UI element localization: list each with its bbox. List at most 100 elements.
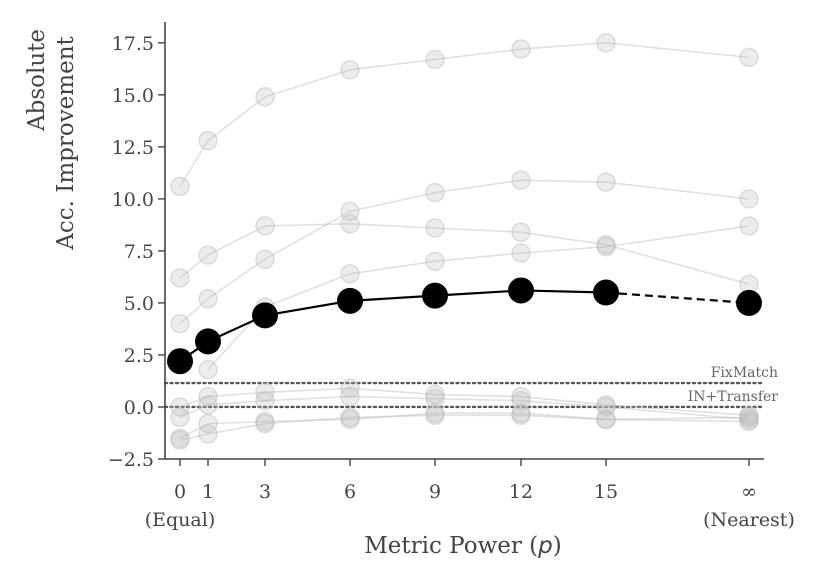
background-point-0-1 <box>198 130 218 151</box>
background-point-6-3 <box>340 407 360 428</box>
y-axis-label-line2: Acc. Improvement <box>53 35 79 250</box>
background-point-0-6 <box>596 33 616 53</box>
background-point-4-3 <box>340 378 360 398</box>
x-tick-label-3: 6 <box>344 481 356 503</box>
background-point-7-0 <box>170 428 190 448</box>
background-point-0-4 <box>425 49 445 70</box>
background-point-1-2 <box>255 216 275 236</box>
background-point-1-6 <box>596 234 616 255</box>
background-point-1-3 <box>340 214 360 234</box>
background-point-6-7 <box>739 407 759 428</box>
background-point-1-1 <box>198 245 218 265</box>
y-tick-label-8: 17.5 <box>112 33 154 55</box>
x-ticks: 0 (Equal) 1 3 6 9 12 15 ∞ (Nearest) <box>145 459 795 531</box>
background-point-3-2 <box>340 264 360 284</box>
background-point-2-7 <box>739 189 759 209</box>
reference-lines: FixMatch IN+Transfer <box>163 365 778 409</box>
main-series-line <box>179 289 607 363</box>
background-point-1-4 <box>425 218 445 238</box>
background-point-6-0 <box>170 430 190 451</box>
background-point-0-3 <box>340 60 360 80</box>
background-point-2-4 <box>425 182 445 203</box>
background-point-4-4 <box>425 384 445 405</box>
background-point-3-6 <box>739 216 759 236</box>
background-point-1-5 <box>511 222 531 242</box>
background-series-line-0 <box>179 42 750 187</box>
background-series <box>170 33 759 451</box>
background-point-4-7 <box>739 405 759 426</box>
background-series-line-2 <box>179 179 750 325</box>
main-point-4 <box>422 282 448 309</box>
x-tick-sublabel-0: (Equal) <box>145 509 216 531</box>
x-axis-label-start: Metric Power ( <box>364 533 538 559</box>
x-axis-label-var: p <box>537 533 553 559</box>
background-point-4-5 <box>511 386 531 407</box>
background-point-2-6 <box>596 172 616 192</box>
main-series-dashed-segment <box>605 291 750 305</box>
background-point-2-3 <box>340 201 360 222</box>
y-tick-label-4: 7.5 <box>124 241 154 263</box>
background-point-6-2 <box>255 413 275 434</box>
x-axis-label-end: ) <box>553 533 562 559</box>
background-point-6-6 <box>596 409 616 430</box>
background-point-0-2 <box>255 87 275 107</box>
background-point-3-0 <box>198 359 218 380</box>
background-point-5-0 <box>170 407 190 428</box>
background-point-4-2 <box>255 382 275 403</box>
background-point-5-1 <box>198 395 218 415</box>
x-tick-label-1: 1 <box>202 481 214 503</box>
main-point-7 <box>736 289 762 316</box>
main-point-2 <box>252 302 278 329</box>
y-ticks: −2.5 0.0 2.5 5.0 7.5 10.0 12.5 15.0 17.5 <box>108 33 165 471</box>
background-point-7-1 <box>198 413 218 434</box>
background-series-line-4 <box>179 387 750 417</box>
background-point-7-2 <box>255 411 275 432</box>
background-point-0-0 <box>170 176 190 197</box>
x-tick-label-7: ∞ <box>741 481 757 503</box>
background-point-7-5 <box>511 403 531 423</box>
background-point-3-4 <box>511 243 531 263</box>
background-point-7-7 <box>739 411 759 432</box>
background-series-line-6 <box>179 414 750 442</box>
main-point-5 <box>508 277 534 304</box>
y-tick-label-1: 0.0 <box>124 397 154 419</box>
y-tick-label-3: 5.0 <box>124 293 154 315</box>
background-point-2-5 <box>511 170 531 190</box>
y-tick-label-0: −2.5 <box>108 449 154 471</box>
background-point-4-1 <box>198 386 218 407</box>
reference-line-label-0: FixMatch <box>711 365 778 381</box>
main-point-3 <box>337 287 363 314</box>
x-tick-label-4: 9 <box>429 481 441 503</box>
background-point-5-3 <box>340 386 360 407</box>
background-point-0-5 <box>511 39 531 59</box>
x-axis-label: Metric Power (p) <box>364 533 562 559</box>
background-point-6-1 <box>198 424 218 444</box>
main-series <box>167 277 762 375</box>
background-point-7-4 <box>425 403 445 423</box>
background-point-5-4 <box>425 388 445 409</box>
background-point-5-7 <box>739 409 759 430</box>
y-tick-label-5: 10.0 <box>112 189 154 211</box>
background-point-3-5 <box>596 236 616 257</box>
x-tick-label-0: 0 <box>174 481 186 503</box>
main-point-1 <box>195 328 221 355</box>
background-series-line-5 <box>179 395 750 421</box>
background-point-0-7 <box>739 47 759 68</box>
background-point-2-2 <box>255 249 275 269</box>
background-point-5-2 <box>255 390 275 411</box>
y-tick-label-7: 15.0 <box>112 85 154 107</box>
background-point-5-6 <box>596 397 616 417</box>
background-point-5-5 <box>511 390 531 411</box>
main-point-6 <box>593 279 619 306</box>
main-point-0 <box>167 348 193 375</box>
x-tick-label-5: 12 <box>509 481 533 503</box>
background-point-7-6 <box>596 409 616 430</box>
background-point-1-0 <box>170 268 190 288</box>
background-point-6-5 <box>511 405 531 426</box>
background-point-7-3 <box>340 409 360 430</box>
background-point-6-4 <box>425 405 445 426</box>
background-series-line-7 <box>179 412 750 439</box>
x-tick-sublabel-7: (Nearest) <box>703 509 795 531</box>
x-tick-label-6: 15 <box>594 481 618 503</box>
